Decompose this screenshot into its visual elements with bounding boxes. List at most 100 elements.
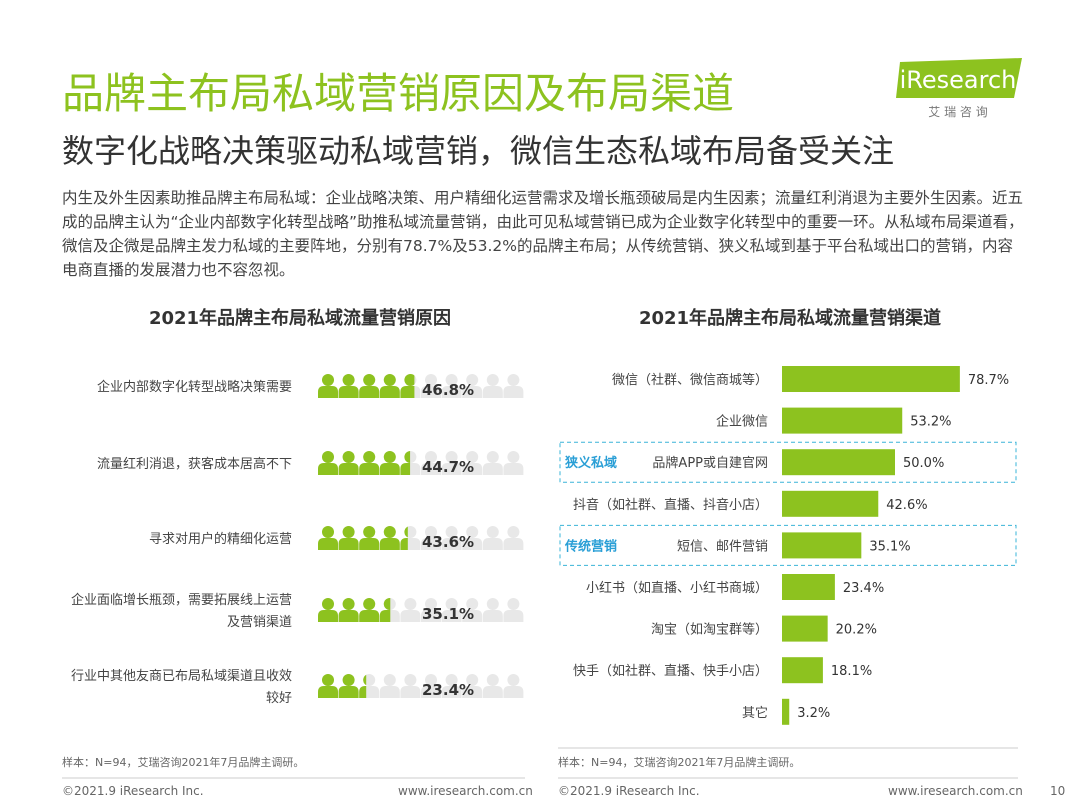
icon-head xyxy=(404,374,415,386)
icon-body xyxy=(441,686,462,698)
icon-body xyxy=(503,463,524,475)
icon-head xyxy=(363,674,367,686)
icon-body xyxy=(359,686,367,698)
bar xyxy=(782,657,823,684)
icon-head xyxy=(486,674,499,686)
bar xyxy=(782,574,835,600)
value-label: 35.1% xyxy=(869,539,910,554)
bar xyxy=(782,532,862,559)
icon-head xyxy=(383,451,396,463)
category-label: 快手（如社群、直播、快手小店） xyxy=(573,663,768,679)
icon-body xyxy=(318,610,338,622)
icon-body xyxy=(338,386,359,398)
footer-copyright: ©2021.9 iResearch Inc. xyxy=(558,784,700,798)
bar xyxy=(782,615,828,642)
icon-head xyxy=(363,598,376,610)
icon-body xyxy=(482,686,503,698)
annotation: 传统营销 xyxy=(564,538,617,554)
chart-title: 2021年品牌主布局私域流量营销渠道 xyxy=(639,307,941,329)
icon-body xyxy=(482,386,503,398)
icon-body xyxy=(462,463,483,475)
icon-head xyxy=(425,451,437,463)
category-label: 企业内部数字化转型战略决策需要 xyxy=(96,380,292,395)
value-label: 78.7% xyxy=(968,373,1009,388)
category-label: 小红书（如直播、小红书商城） xyxy=(586,580,768,596)
icon-body xyxy=(441,386,462,398)
icon-head xyxy=(507,451,520,463)
category-label: 品牌APP或自建官网 xyxy=(652,455,768,471)
title: 品牌主布局私域营销原因及布局渠道 xyxy=(62,69,735,118)
icon-body xyxy=(318,538,338,550)
icon-body xyxy=(462,538,483,550)
bar xyxy=(782,407,903,434)
icon-head xyxy=(363,374,376,386)
source: 样本：N=94，艾瑞咨询2021年7月品牌主调研。 xyxy=(558,756,801,769)
value-label: 23.4% xyxy=(843,581,884,596)
icon-body xyxy=(421,610,441,622)
icon-head xyxy=(507,674,520,686)
annotation-box xyxy=(559,524,1017,566)
bar xyxy=(782,698,790,725)
category-label: 短信、邮件营销 xyxy=(677,539,768,554)
pictogram-bar xyxy=(318,674,367,698)
value-label: 42.6% xyxy=(886,498,927,513)
icon-head xyxy=(486,598,499,610)
icon-head xyxy=(363,526,376,538)
icon-head xyxy=(342,598,355,610)
value-label: 53.2% xyxy=(910,415,951,430)
icon-body xyxy=(482,610,503,622)
icon-body xyxy=(421,686,441,698)
icon-head xyxy=(486,526,499,538)
icon-body xyxy=(359,538,380,550)
icon-head xyxy=(342,451,355,463)
icon-body xyxy=(379,686,400,698)
icon-head xyxy=(425,374,437,386)
icon-head xyxy=(486,374,499,386)
icon-body xyxy=(482,463,503,475)
category-label: 其它 xyxy=(742,705,768,721)
icon-head xyxy=(404,526,408,538)
value-label: 35.1% xyxy=(422,605,474,623)
icon-body xyxy=(400,463,411,475)
icon-head xyxy=(466,674,479,686)
pictogram-bar xyxy=(318,598,391,622)
icon-head xyxy=(342,374,355,386)
icon-body xyxy=(338,686,359,698)
category-label: 微信（社群、微信商城等） xyxy=(612,372,768,388)
icon-head xyxy=(322,374,334,386)
icon-head xyxy=(322,674,334,686)
value-label: 20.2% xyxy=(836,623,877,638)
annotation-box xyxy=(559,441,1017,483)
icon-head xyxy=(466,598,479,610)
icon-body xyxy=(400,538,408,550)
icon-body xyxy=(462,686,483,698)
footer-url: www.iresearch.com.cn xyxy=(888,784,1023,798)
footer-copyright: ©2021.9 iResearch Inc. xyxy=(62,784,204,798)
bar xyxy=(782,366,960,392)
icon-body xyxy=(338,610,359,622)
icon-head xyxy=(404,598,417,610)
icon-body xyxy=(379,538,400,550)
icon-head xyxy=(507,526,520,538)
icon-body xyxy=(462,386,483,398)
paragraph: 内生及外生因素助推品牌主布局私域：企业战略决策、用户精细化运营需求及增长瓶颈破局… xyxy=(62,189,1024,279)
icon-body xyxy=(503,610,524,622)
icon-head xyxy=(445,374,458,386)
footer-url: www.iresearch.com.cn xyxy=(398,784,533,798)
icon-head xyxy=(404,674,417,686)
icon-body xyxy=(421,386,441,398)
value-label: 43.6% xyxy=(422,533,474,551)
icon-body xyxy=(482,538,503,550)
bar xyxy=(782,449,895,476)
icon-head xyxy=(425,526,437,538)
annotation: 狭义私域 xyxy=(564,455,617,471)
icon-head xyxy=(383,598,391,610)
pictogram-bar xyxy=(318,374,415,398)
bar xyxy=(782,490,879,517)
icon-head xyxy=(363,451,376,463)
icon-head xyxy=(445,674,458,686)
category-label: 流量红利消退，获客成本居高不下 xyxy=(96,457,292,472)
icon-body xyxy=(400,386,415,398)
icon-body xyxy=(359,610,380,622)
